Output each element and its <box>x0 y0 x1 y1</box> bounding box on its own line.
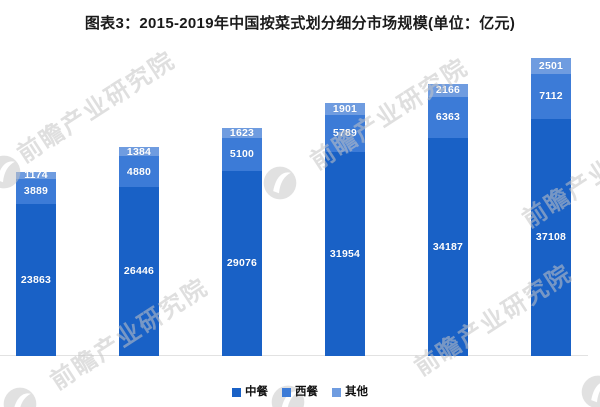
segment-中餐: 31954 <box>325 152 365 356</box>
legend-item-西餐: 西餐 <box>282 386 318 399</box>
value-label: 2501 <box>538 59 564 72</box>
x-axis-line <box>0 355 588 356</box>
stacked-bar-1: 1174 3889 23863 <box>16 169 56 356</box>
segment-中餐: 29076 <box>222 170 262 356</box>
segment-西餐: 7112 <box>531 73 571 120</box>
segment-中餐: 34187 <box>428 137 468 356</box>
value-label: 4880 <box>126 165 152 178</box>
segment-中餐: 26446 <box>119 187 159 356</box>
segment-其他: 2501 <box>531 58 571 74</box>
value-label: 34187 <box>432 240 464 253</box>
value-label: 31954 <box>329 247 361 260</box>
legend-swatch-icon <box>282 388 291 398</box>
segment-其他: 1174 <box>16 169 56 182</box>
chart-title: 图表3：2015-2019年中国按菜式划分细分市场规模(单位：亿元) <box>84 15 516 32</box>
stacked-bar-5: 2166 6363 34187 <box>428 83 468 356</box>
segment-其他: 1901 <box>325 102 365 116</box>
segment-中餐: 37108 <box>531 119 571 356</box>
value-label: 1623 <box>229 126 255 139</box>
value-label: 37108 <box>535 231 567 244</box>
value-label: 1384 <box>126 145 152 158</box>
legend-item-中餐: 中餐 <box>232 386 268 399</box>
value-label: 6363 <box>435 111 461 124</box>
segment-中餐: 23863 <box>16 203 56 356</box>
value-label: 3889 <box>23 185 49 198</box>
legend-item-其他: 其他 <box>332 386 368 399</box>
segment-西餐: 3889 <box>16 179 56 204</box>
value-label: 7112 <box>539 90 563 103</box>
value-label: 26446 <box>123 265 155 278</box>
legend-label: 其他 <box>345 386 368 398</box>
value-label: 2166 <box>435 84 461 97</box>
value-label: 5100 <box>229 148 255 161</box>
segment-西餐: 6363 <box>428 97 468 138</box>
segment-其他: 2166 <box>428 83 468 98</box>
legend: 中餐 西餐 其他 <box>0 386 600 399</box>
segment-西餐: 5789 <box>325 115 365 153</box>
segment-西餐: 5100 <box>222 138 262 171</box>
legend-label: 中餐 <box>245 386 268 398</box>
segment-其他: 1623 <box>222 126 262 139</box>
legend-label: 西餐 <box>295 386 318 398</box>
value-label: 1901 <box>332 102 358 115</box>
value-label: 29076 <box>226 257 258 269</box>
segment-其他: 1384 <box>119 145 159 158</box>
stacked-bar-3: 1623 5100 29076 <box>222 128 262 356</box>
value-label: 1174 <box>24 169 48 182</box>
stacked-bar-4: 1901 5789 31954 <box>325 103 365 356</box>
stacked-bar-2: 1384 4880 26446 <box>119 147 159 356</box>
legend-swatch-icon <box>232 388 241 398</box>
segment-西餐: 4880 <box>119 156 159 188</box>
value-label: 5789 <box>332 127 358 140</box>
stacked-bar-6: 2501 7112 37108 <box>531 58 571 356</box>
legend-swatch-icon <box>332 388 341 398</box>
value-label: 23863 <box>20 273 52 286</box>
